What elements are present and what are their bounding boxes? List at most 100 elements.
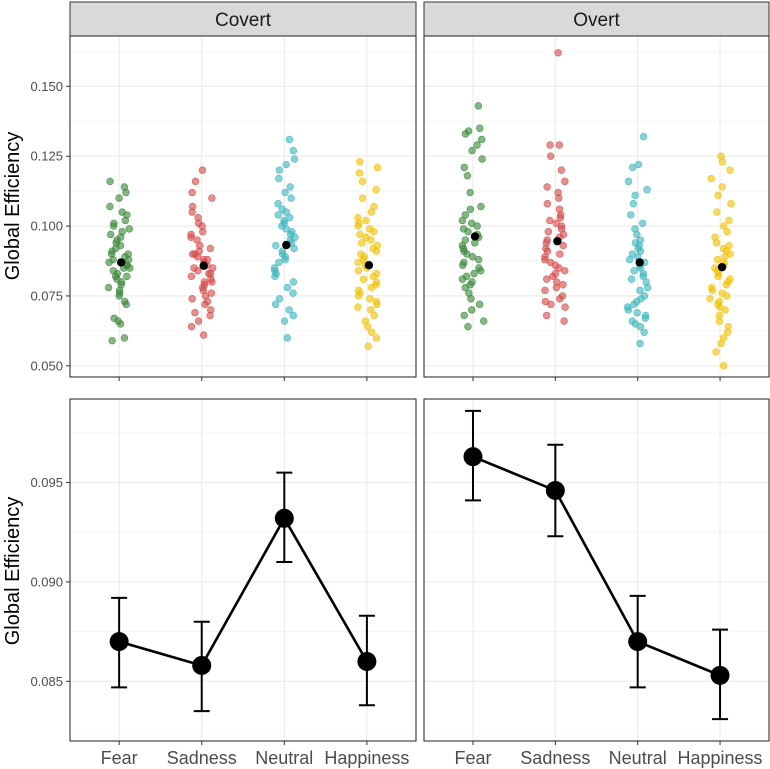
bottom-covert-mean-point-happiness xyxy=(357,651,377,671)
top-covert-point-happiness xyxy=(366,295,374,303)
top-covert-point-happiness xyxy=(373,241,382,250)
top-covert-point-happiness xyxy=(354,267,363,275)
top-overt-point-happiness xyxy=(727,200,735,208)
top-covert-point-neutral xyxy=(274,211,282,219)
strip-label-overt: Overt xyxy=(573,10,620,31)
top-overt-point-happiness xyxy=(711,264,719,272)
top-covert-point-fear xyxy=(108,336,116,345)
top-covert-point-neutral xyxy=(289,278,298,286)
top-overt-mean-point-sadness xyxy=(553,236,562,246)
top-overt-point-neutral xyxy=(624,177,633,186)
top-overt-point-sadness xyxy=(543,200,552,208)
bottom-covert-x-tick-label-fear: Fear xyxy=(101,748,138,768)
top-covert-point-neutral xyxy=(290,155,299,163)
top-overt-point-fear xyxy=(461,236,469,244)
top-covert-point-happiness xyxy=(359,275,368,283)
bottom-overt-border xyxy=(423,398,770,742)
top-covert-point-happiness xyxy=(367,306,375,314)
top-overt-point-neutral xyxy=(633,309,641,317)
top-overt-point-happiness xyxy=(719,334,728,342)
top-covert-y-tick-label: 0.050 xyxy=(30,358,63,373)
top-covert-point-neutral xyxy=(281,188,289,197)
top-covert-point-happiness xyxy=(370,311,378,320)
bottom-covert-background xyxy=(70,399,416,741)
top-covert-point-sadness xyxy=(191,177,200,186)
top-covert-point-happiness xyxy=(358,194,367,202)
top-overt-mean-point-fear xyxy=(470,232,480,241)
top-covert-point-sadness xyxy=(207,306,215,314)
top-overt-point-happiness xyxy=(724,322,732,331)
top-covert-point-happiness xyxy=(373,163,382,172)
top-overt-point-neutral xyxy=(636,339,644,348)
top-overt-point-fear xyxy=(478,155,486,163)
top-covert-point-happiness xyxy=(367,328,376,336)
top-overt-point-neutral xyxy=(639,132,648,141)
top-overt-point-sadness xyxy=(559,241,567,250)
top-overt-point-fear xyxy=(468,219,476,227)
strip-covert xyxy=(69,1,417,37)
top-covert-point-neutral xyxy=(283,283,291,292)
top-overt-point-neutral xyxy=(628,317,636,325)
top-overt-point-neutral xyxy=(627,275,636,283)
top-covert-mean-point-happiness xyxy=(364,260,374,270)
top-covert-point-sadness xyxy=(188,250,197,258)
bottom-covert-y-tick-label: 0.090 xyxy=(30,574,63,589)
bottom-overt-mean-line xyxy=(472,455,721,677)
top-overt-point-fear xyxy=(460,311,468,320)
top-covert-point-sadness xyxy=(194,213,202,222)
top-overt-point-neutral xyxy=(636,286,644,295)
strip-overt xyxy=(423,1,770,37)
top-overt-point-happiness xyxy=(725,241,733,250)
top-covert-mean-point-sadness xyxy=(199,261,208,270)
top-covert-point-neutral xyxy=(274,200,282,208)
top-overt-point-neutral xyxy=(643,186,651,194)
top-overt-point-fear xyxy=(461,211,469,219)
top-overt-point-sadness xyxy=(554,49,562,57)
top-overt-point-fear xyxy=(464,322,472,331)
top-covert-point-neutral xyxy=(287,194,295,202)
top-covert-point-neutral xyxy=(283,334,291,342)
top-covert-point-sadness xyxy=(207,289,216,297)
top-covert-point-happiness xyxy=(361,317,370,325)
top-covert-point-fear xyxy=(104,283,113,292)
top-overt-point-fear xyxy=(468,306,476,314)
top-overt-point-fear xyxy=(468,278,476,286)
top-overt-point-happiness xyxy=(713,208,721,216)
top-overt-mean-point-happiness xyxy=(717,262,727,272)
top-overt-point-neutral xyxy=(627,211,635,219)
top-overt-point-sadness xyxy=(552,219,560,227)
top-overt-point-fear xyxy=(477,135,486,144)
bottom-covert-x-tick-label-happiness: Happiness xyxy=(324,748,409,768)
top-covert-point-sadness xyxy=(194,317,203,325)
top-overt-point-fear xyxy=(464,127,473,135)
top-covert-point-fear xyxy=(124,250,132,258)
top-covert-point-happiness xyxy=(356,230,364,239)
top-overt-point-fear xyxy=(475,300,484,309)
bottom-covert-x-tick-label-sadness: Sadness xyxy=(167,748,237,768)
top-overt-point-sadness xyxy=(541,286,549,295)
top-overt-point-sadness xyxy=(557,166,566,174)
top-overt-point-fear xyxy=(480,317,488,325)
top-overt-point-sadness xyxy=(556,250,564,258)
top-covert-point-happiness xyxy=(358,177,367,186)
top-overt-point-happiness xyxy=(712,348,720,356)
bottom-covert-y-tick-label: 0.085 xyxy=(30,674,63,689)
top-covert-y-tick-label: 0.075 xyxy=(30,288,63,303)
top-covert-y-tick-label: 0.150 xyxy=(30,79,63,94)
top-overt-point-sadness xyxy=(551,269,560,278)
top-overt-mean-point-neutral xyxy=(635,258,644,267)
top-overt-point-sadness xyxy=(546,152,555,160)
bottom-overt-x-tick-label-neutral: Neutral xyxy=(609,748,667,768)
bottom-covert-mean-point-neutral xyxy=(274,508,294,528)
top-covert-point-sadness xyxy=(198,166,207,174)
top-overt-point-happiness xyxy=(706,295,714,303)
bottom-covert-x-tick-label-neutral: Neutral xyxy=(255,748,313,768)
top-overt-point-neutral xyxy=(639,269,648,278)
top-covert-point-happiness xyxy=(372,297,381,306)
bottom-overt-mean-point-happiness xyxy=(710,665,730,685)
top-covert-point-sadness xyxy=(208,194,216,202)
top-covert-point-neutral xyxy=(275,258,283,267)
top-covert-point-sadness xyxy=(187,230,195,239)
top-covert-point-neutral xyxy=(271,300,280,309)
top-overt-point-happiness xyxy=(726,166,734,174)
